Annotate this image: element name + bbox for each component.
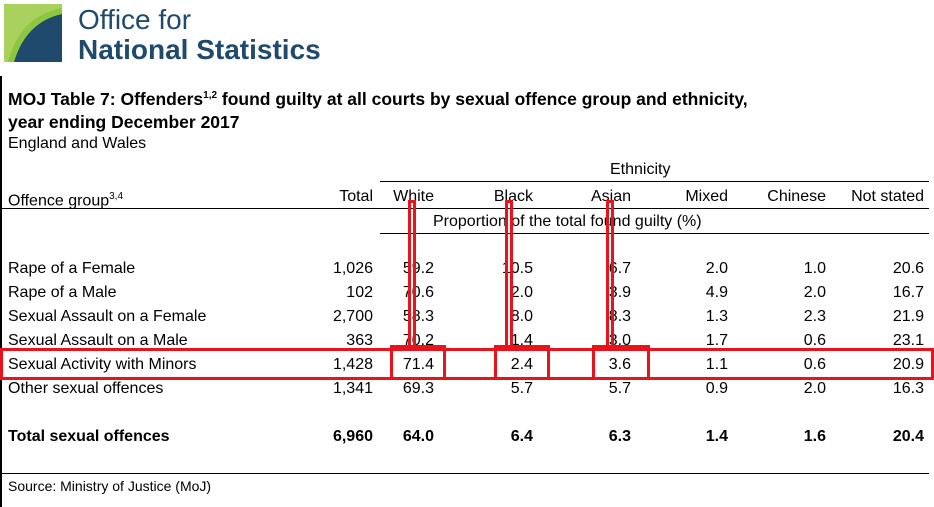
table-cell: 1,428: [332, 356, 373, 373]
table-cell: 3.0: [608, 332, 631, 349]
proportion-rule: [380, 233, 929, 234]
table-cell: 2.0: [510, 284, 533, 301]
table-cell: 1.3: [705, 308, 728, 325]
highlight-white-value: [390, 345, 446, 380]
highlight-row-box: [0, 348, 934, 380]
header-rule: [0, 208, 929, 209]
table-cell: 1.0: [803, 260, 826, 277]
table-cell: 58.3: [402, 308, 434, 325]
table-cell: 2.0: [803, 380, 826, 397]
table-cell: 20.9: [892, 356, 924, 373]
table-row-0-label: Rape of a Female: [8, 260, 136, 277]
ons-logo-icon: [4, 4, 62, 62]
table-cell: 102: [346, 284, 373, 301]
table-cell: 2.0: [803, 284, 826, 301]
column-header-total: Total: [339, 188, 373, 205]
table-row-5-label: Other sexual offences: [8, 380, 164, 397]
highlight-black-value: [494, 345, 550, 380]
highlight-asian-value: [592, 345, 650, 380]
table-cell: 5.7: [510, 380, 533, 397]
table-cell: 16.7: [892, 284, 924, 301]
column-header-white: White: [393, 188, 434, 205]
table-cell: 16.3: [892, 380, 924, 397]
source-note: Source: Ministry of Justice (MoJ): [8, 478, 212, 494]
table-cell: 59.2: [402, 260, 434, 277]
table-row-1-label: Rape of a Male: [8, 284, 117, 301]
column-header-mixed: Mixed: [685, 188, 728, 205]
table-title: MOJ Table 7: Offenders1,2 found guilty a…: [8, 88, 748, 132]
table-cell: 2.3: [803, 308, 826, 325]
table-cell: 363: [346, 332, 373, 349]
column-header-asian: Asian: [590, 188, 631, 205]
table-cell: 10.5: [501, 260, 533, 277]
table-cell: 71.4: [402, 356, 434, 373]
ethnicity-rule: [380, 181, 929, 182]
column-header-chinese: Chinese: [767, 188, 826, 205]
table-row-2-label: Sexual Assault on a Female: [8, 308, 207, 325]
table-row-4-label: Sexual Activity with Minors: [8, 356, 197, 373]
highlight-asian-column: [606, 200, 614, 348]
highlight-white-column: [408, 200, 416, 348]
table-cell: 8.3: [608, 308, 631, 325]
title-footnote: 1,2: [203, 90, 218, 101]
table-cell: 2.0: [705, 260, 728, 277]
footer-rule: [0, 473, 929, 474]
table-row-3-label: Sexual Assault on a Male: [8, 332, 188, 349]
table-cell: 1.6: [803, 428, 826, 445]
table-cell: 0.9: [705, 380, 728, 397]
table-cell: 0.6: [803, 356, 826, 373]
table-cell: 1,026: [332, 260, 373, 277]
table-cell: 2.4: [510, 356, 533, 373]
table-cell: 0.6: [803, 332, 826, 349]
table-cell: 20.4: [892, 428, 924, 445]
total-row-label: Total sexual offences: [8, 428, 170, 445]
table-cell: 69.3: [402, 380, 434, 397]
offence-group-header: Offence group3,4: [8, 191, 124, 210]
table-cell: 1,341: [332, 380, 373, 397]
column-header-black: Black: [493, 188, 533, 205]
table-cell: 6.4: [510, 428, 533, 445]
table-cell: 3.9: [608, 284, 631, 301]
highlight-black-column: [505, 200, 513, 348]
table-cell: 6,960: [332, 428, 373, 445]
table-cell: 64.0: [402, 428, 434, 445]
table-cell: 2,700: [332, 308, 373, 325]
region-label: England and Wales: [8, 135, 147, 152]
proportion-note: Proportion of the total found guilty (%): [433, 213, 702, 230]
table-cell: 20.6: [892, 260, 924, 277]
table-cell: 1.4: [510, 332, 533, 349]
table-cell: 1.1: [705, 356, 728, 373]
table-cell: 5.7: [608, 380, 631, 397]
table-cell: 6.3: [608, 428, 631, 445]
left-border: [0, 76, 2, 507]
table-cell: 4.9: [705, 284, 728, 301]
table-cell: 1.4: [705, 428, 728, 445]
table-cell: 23.1: [892, 332, 924, 349]
ethnicity-header: Ethnicity: [610, 161, 671, 178]
column-header-not-stated: Not stated: [851, 188, 924, 205]
table-cell: 3.6: [608, 356, 631, 373]
table-cell: 1.7: [705, 332, 728, 349]
org-name-line1: Office for: [78, 4, 192, 35]
table-cell: 70.6: [402, 284, 434, 301]
table-cell: 21.9: [892, 308, 924, 325]
table-cell: 8.0: [510, 308, 533, 325]
table-cell: 6.7: [608, 260, 631, 277]
org-name-line2: National Statistics: [78, 34, 321, 65]
